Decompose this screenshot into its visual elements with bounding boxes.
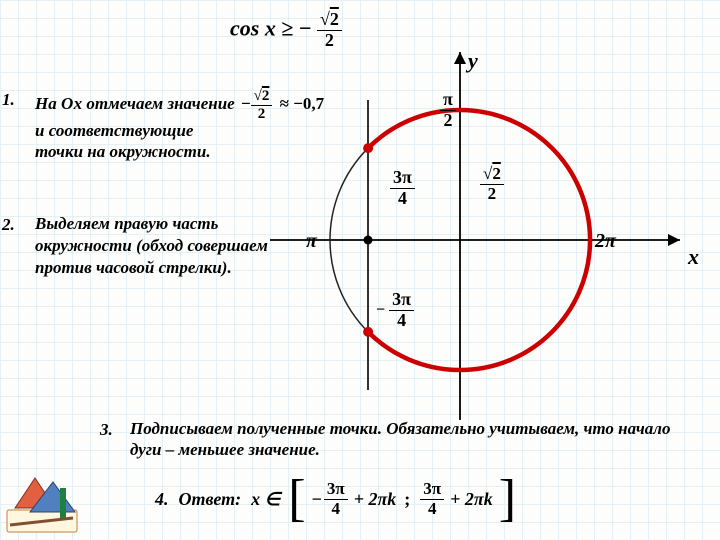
bracket-open: [ (288, 478, 305, 520)
vl-num: 2 (492, 164, 501, 183)
step1-text-b: и соответствующие точки на окружности. (35, 120, 235, 163)
axis-y-label: y (468, 48, 478, 74)
ans-l-sign: − (312, 489, 322, 510)
ineq-num: 2 (330, 9, 339, 29)
ans-sep: ; (404, 489, 410, 510)
label-vline-val: √2 2 (480, 165, 504, 203)
ans-period-b: + 2πk (450, 489, 493, 510)
axis-x-label: x (688, 244, 699, 270)
label-pi-2: π 2 (440, 90, 456, 131)
pi2-num: π (440, 90, 456, 111)
step2-num: 2. (2, 215, 15, 235)
ineq-op: ≥ (281, 15, 293, 40)
label-2pi: 2π (595, 230, 616, 253)
step2-text: Выделяем правую часть окружности (обход … (35, 213, 290, 279)
ans-r-num: 3π (420, 480, 444, 500)
ans-period-a: + 2πk (354, 489, 397, 510)
step1-num: 1. (2, 90, 15, 110)
dn-num: 3π (392, 289, 411, 309)
step1-sign: − (241, 94, 251, 113)
answer-var: x ∈ (251, 489, 280, 510)
pi2-den: 2 (440, 111, 456, 131)
label-3pi4-up: 3π 4 (390, 168, 415, 209)
ans-l-num: 3π (324, 480, 348, 500)
answer-label: Ответ: (179, 489, 242, 510)
unit-circle-diagram (260, 40, 700, 440)
ineq-sign: − (299, 15, 312, 40)
dn-sign: − (376, 301, 385, 318)
label-3pi4-dn: − 3π 4 (376, 290, 414, 331)
up-den: 4 (390, 189, 415, 209)
label-pi: π (306, 230, 317, 253)
up-num: 3π (393, 167, 412, 187)
bracket-close: ] (499, 478, 516, 520)
ans-r-den: 4 (420, 500, 444, 519)
corner-decor (5, 470, 95, 535)
step3-num: 3. (100, 420, 113, 440)
ineq-lhs: cos x (230, 15, 276, 40)
step4-num: 4. (155, 489, 169, 510)
answer-row: 4. Ответ: x ∈ [ − 3π 4 + 2πk ; 3π 4 + 2π… (155, 478, 710, 520)
dn-den: 4 (389, 311, 414, 331)
step1-text-a-span: На Ох отмечаем значение (35, 94, 235, 113)
vl-den: 2 (480, 185, 504, 204)
ans-l-den: 4 (324, 500, 348, 519)
